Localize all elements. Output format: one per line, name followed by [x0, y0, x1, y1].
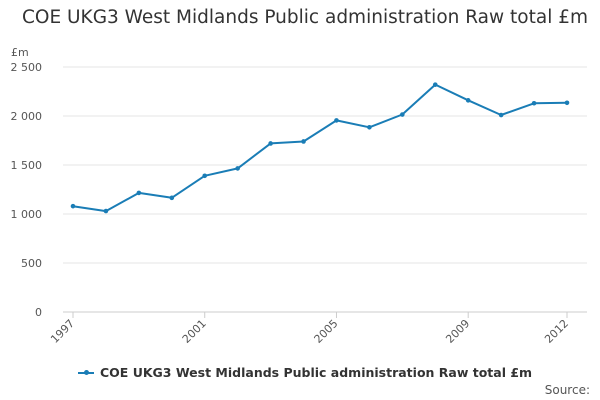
- x-tick-label: 2001: [180, 317, 209, 346]
- y-axis: 0 500 1 000 1 500 2 000 2 500: [11, 61, 43, 319]
- y-tick-label: 500: [21, 257, 42, 270]
- x-axis: 1997 2001 2005 2009 2012: [48, 312, 571, 346]
- legend-label: COE UKG3 West Midlands Public administra…: [100, 365, 533, 380]
- y-tick-label: 2 000: [11, 110, 43, 123]
- chart-title: COE UKG3 West Midlands Public administra…: [21, 7, 589, 28]
- data-point[interactable]: [268, 141, 273, 146]
- legend-swatch-icon: [78, 367, 94, 379]
- x-tick-label: 2012: [542, 317, 571, 346]
- x-tick-label: 1997: [48, 317, 77, 346]
- source-label: Source:: [544, 383, 590, 397]
- y-tick-label: 1 000: [11, 208, 43, 221]
- x-tick-label: 2009: [443, 317, 472, 346]
- data-point[interactable]: [202, 173, 208, 179]
- data-point[interactable]: [70, 203, 76, 209]
- data-point[interactable]: [301, 139, 306, 144]
- y-axis-unit-label: £m: [11, 46, 29, 59]
- data-point[interactable]: [465, 98, 471, 103]
- data-point[interactable]: [400, 112, 405, 117]
- y-tick-label: 2 500: [11, 61, 43, 74]
- data-point[interactable]: [334, 118, 339, 123]
- data-point[interactable]: [367, 124, 372, 130]
- grid-layer: [63, 66, 587, 313]
- y-tick-label: 0: [35, 306, 42, 319]
- x-tick-label: 2005: [312, 317, 341, 346]
- y-tick-label: 1 500: [11, 159, 43, 172]
- data-point[interactable]: [235, 166, 240, 171]
- series-line: [72, 83, 568, 213]
- data-point[interactable]: [169, 195, 175, 201]
- data-point[interactable]: [103, 208, 109, 214]
- data-point[interactable]: [498, 112, 504, 118]
- data-point[interactable]: [432, 82, 438, 87]
- series-layer: [70, 82, 570, 214]
- data-point[interactable]: [531, 100, 537, 106]
- data-point[interactable]: [136, 190, 142, 196]
- data-point[interactable]: [564, 100, 570, 106]
- legend[interactable]: COE UKG3 West Midlands Public administra…: [78, 365, 532, 380]
